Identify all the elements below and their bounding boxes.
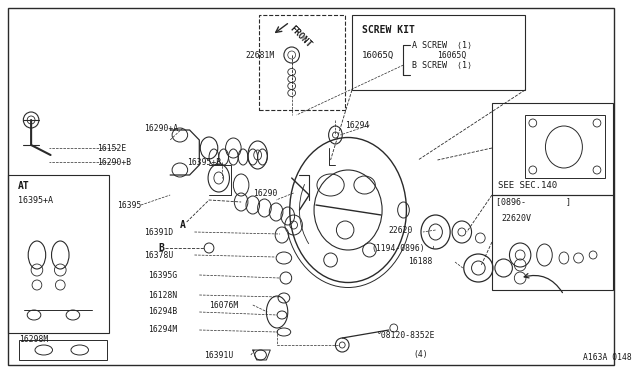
- Text: 16395: 16395: [116, 201, 141, 209]
- Text: 16395+B: 16395+B: [187, 157, 221, 167]
- Text: 16391U: 16391U: [204, 350, 234, 359]
- Text: 16294: 16294: [345, 121, 369, 129]
- Text: 16395G: 16395G: [148, 270, 177, 279]
- Bar: [492, 103, 612, 195]
- Text: 16076M: 16076M: [209, 301, 238, 310]
- Text: A163A 0148: A163A 0148: [583, 353, 632, 362]
- Text: B SCREW  ⟨1⟩: B SCREW ⟨1⟩: [412, 61, 472, 70]
- Text: (1194-0896): (1194-0896): [371, 244, 425, 253]
- Text: 16294M: 16294M: [148, 326, 177, 334]
- Text: AT: AT: [17, 181, 29, 191]
- Text: 16152E: 16152E: [97, 144, 127, 153]
- Text: 22620V: 22620V: [502, 214, 532, 222]
- Text: 16065Q: 16065Q: [362, 51, 394, 60]
- Text: 22620: 22620: [389, 225, 413, 234]
- Bar: [259, 15, 345, 110]
- Text: 16290+A: 16290+A: [144, 124, 178, 132]
- Bar: [8, 175, 109, 333]
- Bar: [525, 115, 605, 178]
- Text: 16378U: 16378U: [144, 250, 173, 260]
- Text: [0896-        ]: [0896- ]: [496, 198, 571, 206]
- Text: 16188: 16188: [408, 257, 433, 266]
- Bar: [492, 195, 612, 290]
- Text: A SCREW  ⟨1⟩: A SCREW ⟨1⟩: [412, 41, 472, 49]
- Text: 16395+A: 16395+A: [17, 196, 52, 205]
- FancyArrowPatch shape: [524, 273, 563, 293]
- Text: 16065Q: 16065Q: [438, 51, 467, 60]
- Text: (4): (4): [413, 350, 428, 359]
- Text: SEE SEC.140: SEE SEC.140: [498, 180, 557, 189]
- Bar: [19, 340, 107, 360]
- Text: 16290: 16290: [253, 189, 277, 198]
- Text: °08120-8352E: °08120-8352E: [377, 330, 436, 340]
- Bar: [352, 15, 525, 90]
- Text: 16128N: 16128N: [148, 291, 177, 299]
- Text: 16294B: 16294B: [148, 308, 177, 317]
- Text: 16298M: 16298M: [19, 336, 49, 344]
- Text: 16391D: 16391D: [144, 228, 173, 237]
- Text: SCREW KIT: SCREW KIT: [362, 25, 415, 35]
- Text: 22681M: 22681M: [245, 51, 275, 60]
- Text: 16290+B: 16290+B: [97, 157, 131, 167]
- Text: B: B: [159, 243, 164, 253]
- Text: A: A: [180, 220, 186, 230]
- Text: FRONT: FRONT: [288, 24, 313, 49]
